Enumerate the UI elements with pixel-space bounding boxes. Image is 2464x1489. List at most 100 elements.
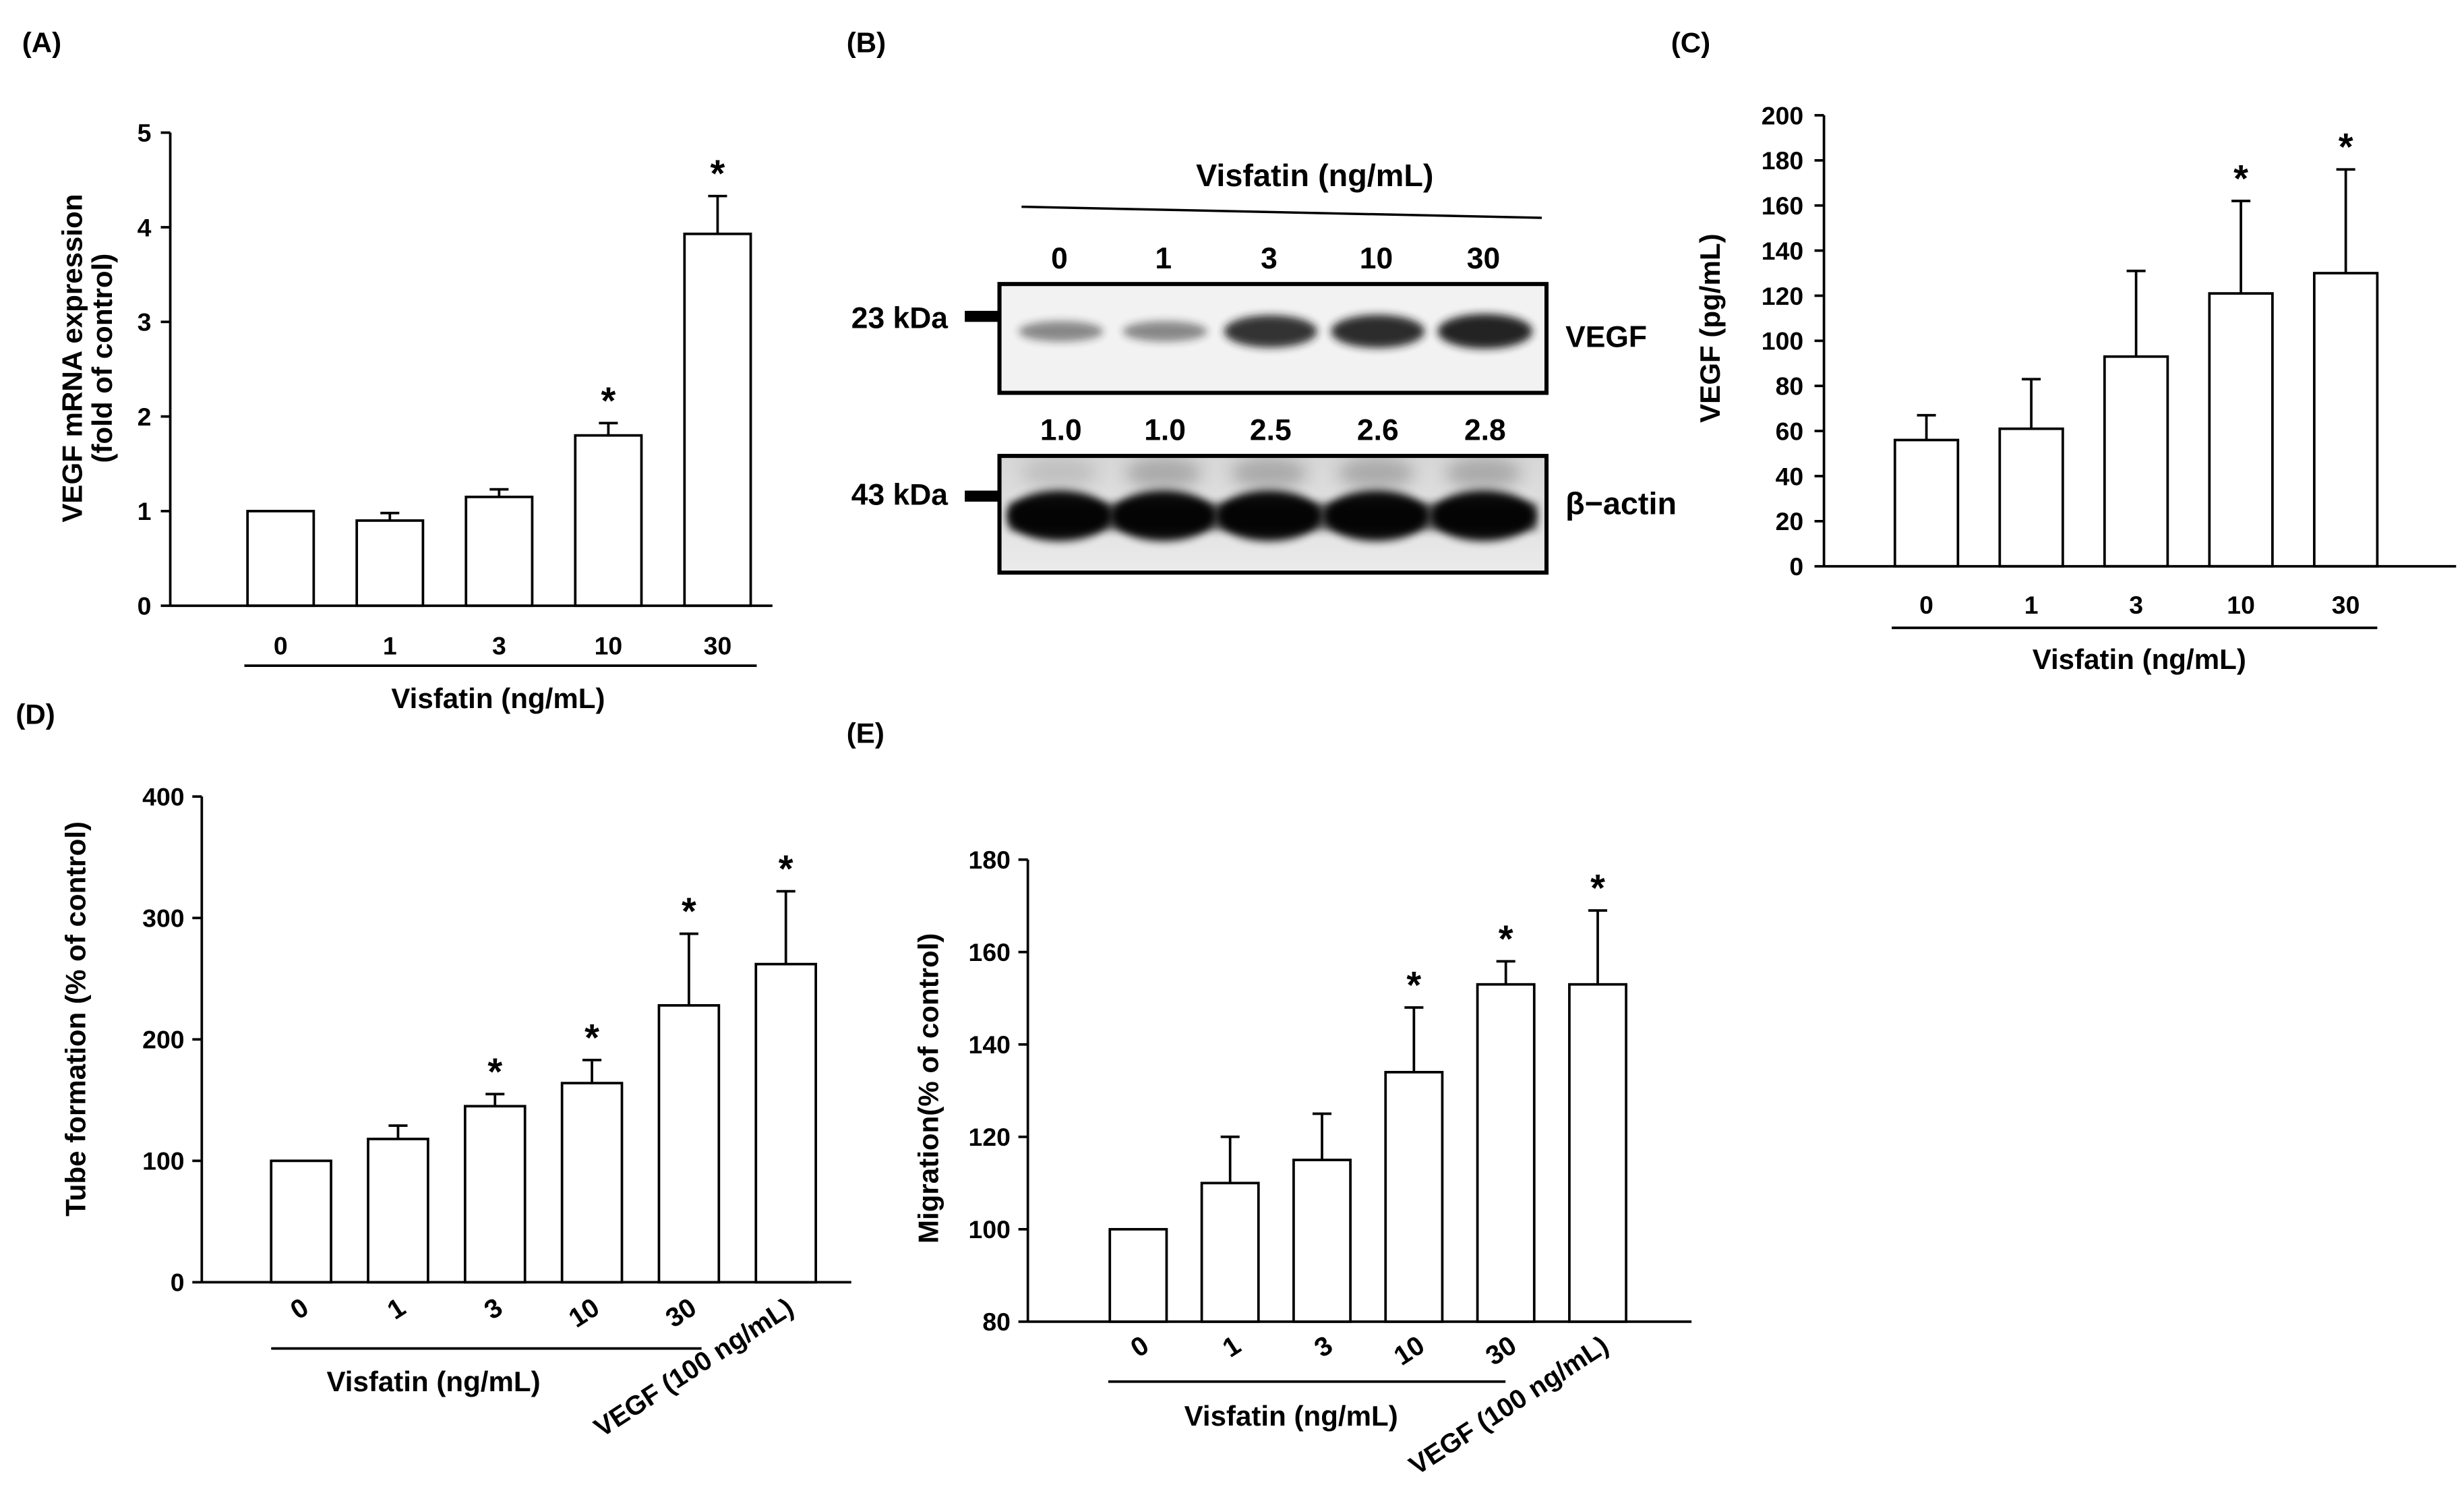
significance-marker: *	[2233, 157, 2248, 200]
blot-protein-beta-actin: β−actin	[1565, 486, 1677, 521]
bar	[2103, 355, 2169, 568]
blot-relative-intensity: 1.0	[1144, 414, 1186, 447]
blot-treatment-line	[1021, 205, 1542, 219]
actin-band	[1431, 490, 1536, 542]
y-tick-label: 100	[142, 1147, 184, 1175]
x-tick-label: 3	[492, 632, 506, 660]
vegf-band	[1437, 314, 1533, 349]
y-tick-label: 1	[138, 497, 152, 525]
x-tick-label: 1	[2024, 591, 2039, 619]
x-tick-label: 0	[1919, 591, 1933, 619]
panel-label-a: (A)	[22, 26, 61, 58]
vegf-band	[1331, 314, 1425, 348]
y-tick-label: 0	[171, 1268, 185, 1297]
x-axis-title: Visfatin (ng/mL)	[1184, 1400, 1398, 1432]
y-tick-label: 200	[1762, 101, 1803, 129]
actin-bands	[1007, 457, 1537, 542]
blot-lane-label: 10	[1360, 242, 1393, 275]
blot-marker-43kda: 43 kDa	[851, 479, 949, 512]
actin-band-smear	[1231, 457, 1307, 490]
blot-relative-intensity: 2.6	[1357, 414, 1399, 447]
bar	[1108, 1227, 1168, 1323]
blot-lane-labels: 0 1 3 10 30	[1051, 242, 1500, 275]
y-tick-label: 160	[1762, 192, 1803, 220]
x-tick-label: 10	[595, 632, 623, 660]
y-tick-label: 0	[1789, 552, 1803, 581]
blot-lane-label: 30	[1467, 242, 1500, 275]
panel-label-c: (C)	[1671, 26, 1710, 58]
x-axis-title: Visfatin (ng/mL)	[326, 1366, 540, 1397]
significance-marker: *	[1499, 917, 1513, 960]
x-axis-title: Visfatin (ng/mL)	[391, 682, 605, 714]
actin-band-smear	[1445, 457, 1522, 490]
blot-relative-intensity: 1.0	[1040, 414, 1082, 447]
chart-panel-c: (C) * * 0 20 40 60 80 100 120 140 160 180 200 0 1 3 10 30 V…	[1671, 26, 2457, 675]
y-tick-label: 200	[142, 1026, 184, 1054]
x-tick-label: 30	[2332, 591, 2360, 619]
y-tick-label: 0	[138, 592, 152, 620]
bar	[2208, 292, 2274, 568]
significance-marker: *	[1590, 867, 1605, 909]
y-tick-label: 120	[1762, 282, 1803, 310]
bar	[464, 495, 534, 608]
y-axis-title: Tube formation (% of control)	[59, 821, 91, 1217]
y-tick-label: 180	[1762, 146, 1803, 175]
x-tick-label: 0	[274, 632, 288, 660]
y-tick-label: 40	[1776, 462, 1804, 490]
actin-band	[1111, 490, 1215, 542]
actin-band	[1007, 490, 1112, 542]
bar	[246, 510, 315, 608]
panel-b-western-blot: (B) Visfatin (ng/mL) 0 1 3 10 30 23 kDa VEGF…	[847, 26, 1677, 575]
panel-label-b: (B)	[847, 26, 886, 58]
y-axis-title: VEGF (pg/mL)	[1694, 233, 1726, 423]
vegf-band	[1019, 321, 1104, 342]
panel-label-e: (E)	[847, 718, 884, 749]
y-tick-label: 80	[982, 1308, 1011, 1336]
y-tick-label: 100	[969, 1215, 1011, 1244]
y-tick-label: 2	[138, 403, 152, 431]
blot-lane-label: 1	[1155, 242, 1172, 275]
significance-marker: *	[584, 1016, 599, 1059]
y-tick-label: 180	[969, 846, 1011, 874]
y-tick-label: 4	[138, 213, 152, 241]
actin-band-smear	[1125, 457, 1201, 490]
bar	[754, 962, 818, 1284]
blot-relative-intensity: 2.8	[1464, 414, 1506, 447]
blot-protein-vegf: VEGF	[1565, 321, 1647, 354]
actin-band-smear	[1021, 457, 1098, 490]
vegf-band	[1122, 321, 1207, 342]
blot-marker-tick	[965, 310, 1003, 322]
y-tick-label: 3	[138, 308, 152, 337]
y-tick-label: 400	[142, 782, 184, 811]
bar	[1893, 438, 1960, 568]
x-tick-label: 10	[2227, 591, 2255, 619]
bar	[560, 1082, 624, 1284]
blot-marker-tick	[965, 490, 1003, 502]
actin-band	[1324, 490, 1429, 542]
blot-lane-label: 3	[1261, 242, 1278, 275]
panel-label-d: (D)	[16, 699, 55, 730]
bar	[1998, 427, 2064, 568]
x-tick-label: 30	[704, 632, 732, 660]
y-tick-label: 160	[969, 938, 1011, 966]
y-tick-label: 140	[969, 1030, 1011, 1059]
actin-band	[1217, 490, 1321, 542]
bar	[2312, 272, 2379, 568]
significance-marker: *	[487, 1050, 502, 1092]
y-axis-title: (fold of control)	[86, 254, 118, 463]
vegf-bands	[1019, 314, 1533, 349]
y-tick-label: 100	[1762, 327, 1803, 355]
vegf-blot-frame	[997, 282, 1549, 395]
actin-band-smear	[1338, 457, 1414, 490]
bar	[683, 232, 752, 608]
chart-panel-a: (A) * * 0 1 2 3 4 5 0 1 3 10 30 Visfatin (ng/mL) VEGF m…	[22, 26, 773, 714]
bar	[355, 519, 425, 608]
significance-marker: *	[779, 848, 793, 890]
bar	[574, 434, 643, 608]
x-tick-label: 1	[383, 632, 397, 660]
actin-blot-frame	[997, 454, 1549, 575]
significance-marker: *	[601, 379, 615, 421]
bar	[1384, 1071, 1444, 1323]
blot-lane-label: 0	[1051, 242, 1068, 275]
